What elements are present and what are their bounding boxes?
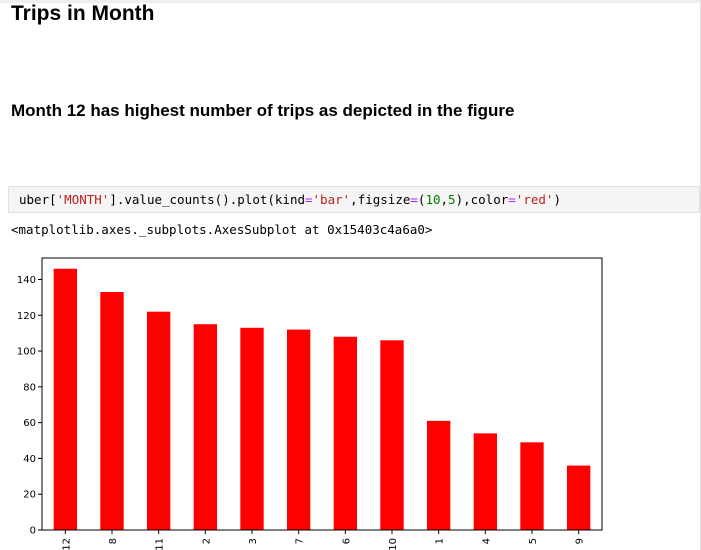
- code-token: =: [305, 192, 313, 207]
- bar-2: [193, 324, 217, 530]
- bar-11: [147, 311, 171, 530]
- code-token: uber[: [19, 192, 57, 207]
- code-token: 10: [425, 192, 441, 207]
- x-tick-label: 7: [295, 538, 306, 544]
- y-tick-label: 80: [23, 382, 36, 393]
- x-tick-label: 11: [155, 538, 166, 550]
- bar-7: [287, 329, 311, 530]
- code-token: ,figsize: [350, 192, 411, 207]
- top-bar: [0, 0, 701, 3]
- code-token: ,: [440, 192, 449, 207]
- y-tick-label: 140: [17, 275, 36, 286]
- y-tick-label: 40: [23, 454, 36, 465]
- page-title: Trips in Month: [11, 2, 155, 25]
- code-token: 'MONTH': [56, 192, 110, 207]
- code-token: 'bar': [312, 192, 351, 207]
- code-token: 'red': [515, 192, 554, 207]
- code-token: =: [410, 192, 418, 207]
- y-tick-label: 60: [23, 418, 36, 429]
- bar-5: [520, 442, 544, 530]
- code-token: 5: [448, 192, 456, 207]
- code-token: =: [508, 192, 516, 207]
- code-token: (: [417, 192, 426, 207]
- x-tick-label: 9: [575, 538, 586, 544]
- x-tick-label: 12: [61, 538, 72, 550]
- x-tick-label: 5: [528, 538, 539, 544]
- code-token: ),color: [455, 192, 509, 207]
- section-heading: Month 12 has highest number of trips as …: [11, 101, 515, 120]
- bar-10: [380, 340, 404, 530]
- cell-output: <matplotlib.axes._subplots.AxesSubplot a…: [11, 222, 433, 237]
- y-tick-label: 120: [17, 311, 36, 322]
- x-tick-label: 2: [201, 538, 212, 544]
- y-tick-label: 100: [17, 347, 36, 358]
- bar-3: [240, 327, 264, 530]
- x-tick-label: 4: [481, 538, 492, 544]
- axes-frame: [41, 257, 603, 531]
- code-cell[interactable]: uber['MONTH'].value_counts().plot(kind='…: [8, 186, 700, 213]
- y-tick-label: 0: [30, 526, 36, 537]
- bar-12: [53, 268, 77, 530]
- y-tick-label: 20: [23, 490, 36, 501]
- bar-8: [100, 292, 124, 530]
- bar-4: [473, 433, 497, 530]
- bar-6: [333, 336, 357, 530]
- bar-1: [427, 420, 451, 530]
- x-tick-label: 6: [341, 538, 352, 544]
- x-tick-label: 10: [388, 538, 399, 550]
- x-tick-label: 8: [108, 538, 119, 544]
- x-tick-label: 3: [248, 538, 259, 544]
- code-token: ): [553, 192, 561, 207]
- x-tick-label: 1: [435, 538, 446, 544]
- code-token: ].value_counts().plot(kind: [109, 192, 305, 207]
- bar-9: [567, 465, 591, 530]
